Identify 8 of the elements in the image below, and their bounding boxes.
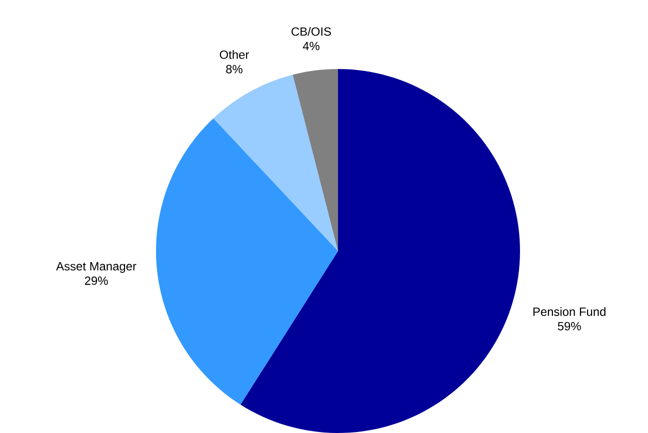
data-label: 29%	[84, 276, 108, 285]
slice-label: Pension Fund	[533, 307, 606, 316]
data-label: 8%	[226, 64, 242, 74]
slice-label: Other	[220, 50, 249, 59]
data-label: 4%	[302, 42, 320, 50]
slice-label: Asset Manager	[56, 262, 136, 273]
data-label: 59%	[558, 322, 581, 330]
slice-label: CB/OIS	[292, 27, 331, 36]
